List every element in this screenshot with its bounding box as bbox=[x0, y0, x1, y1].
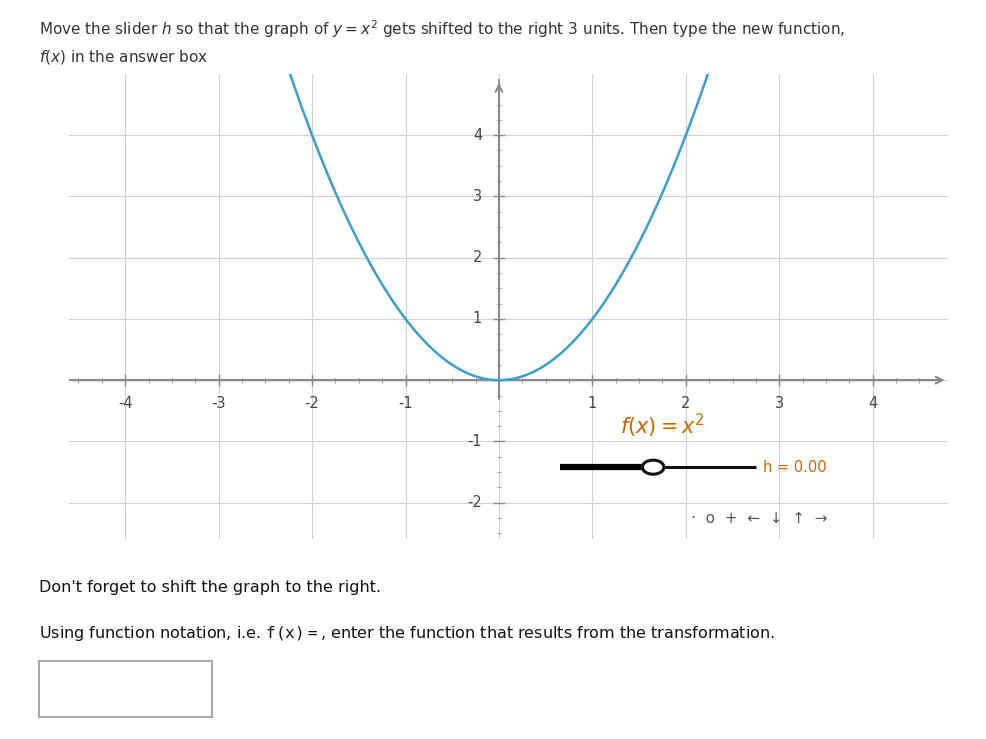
Text: 3: 3 bbox=[774, 395, 783, 410]
Text: 3: 3 bbox=[472, 189, 481, 204]
Text: 4: 4 bbox=[472, 128, 481, 143]
Text: -3: -3 bbox=[211, 395, 226, 410]
Text: Move the slider $h$ so that the graph of $y = x^2$ gets shifted to the right 3 u: Move the slider $h$ so that the graph of… bbox=[39, 18, 845, 40]
Text: Using function notation, i.e. $\mathtt{f(x)=}$, enter the function that results : Using function notation, i.e. $\mathtt{f… bbox=[39, 624, 775, 644]
Text: 1: 1 bbox=[588, 395, 597, 410]
Text: 4: 4 bbox=[868, 395, 877, 410]
Text: -2: -2 bbox=[305, 395, 319, 410]
Text: $f(x)$ in the answer box: $f(x)$ in the answer box bbox=[39, 48, 208, 66]
Text: ·  o  +  ←  ↓  ↑  →: · o + ← ↓ ↑ → bbox=[690, 511, 826, 525]
Text: -4: -4 bbox=[117, 395, 132, 410]
Circle shape bbox=[642, 460, 664, 474]
Text: h = 0.00: h = 0.00 bbox=[762, 460, 826, 474]
Text: $f(x) = x^2$: $f(x) = x^2$ bbox=[620, 412, 705, 440]
Text: 2: 2 bbox=[680, 395, 690, 410]
Text: 2: 2 bbox=[472, 251, 481, 265]
Text: -2: -2 bbox=[467, 495, 481, 510]
Text: 1: 1 bbox=[472, 311, 481, 327]
Text: -1: -1 bbox=[397, 395, 412, 410]
Text: -1: -1 bbox=[467, 434, 481, 449]
Text: Don't forget to shift the graph to the right.: Don't forget to shift the graph to the r… bbox=[39, 580, 382, 595]
